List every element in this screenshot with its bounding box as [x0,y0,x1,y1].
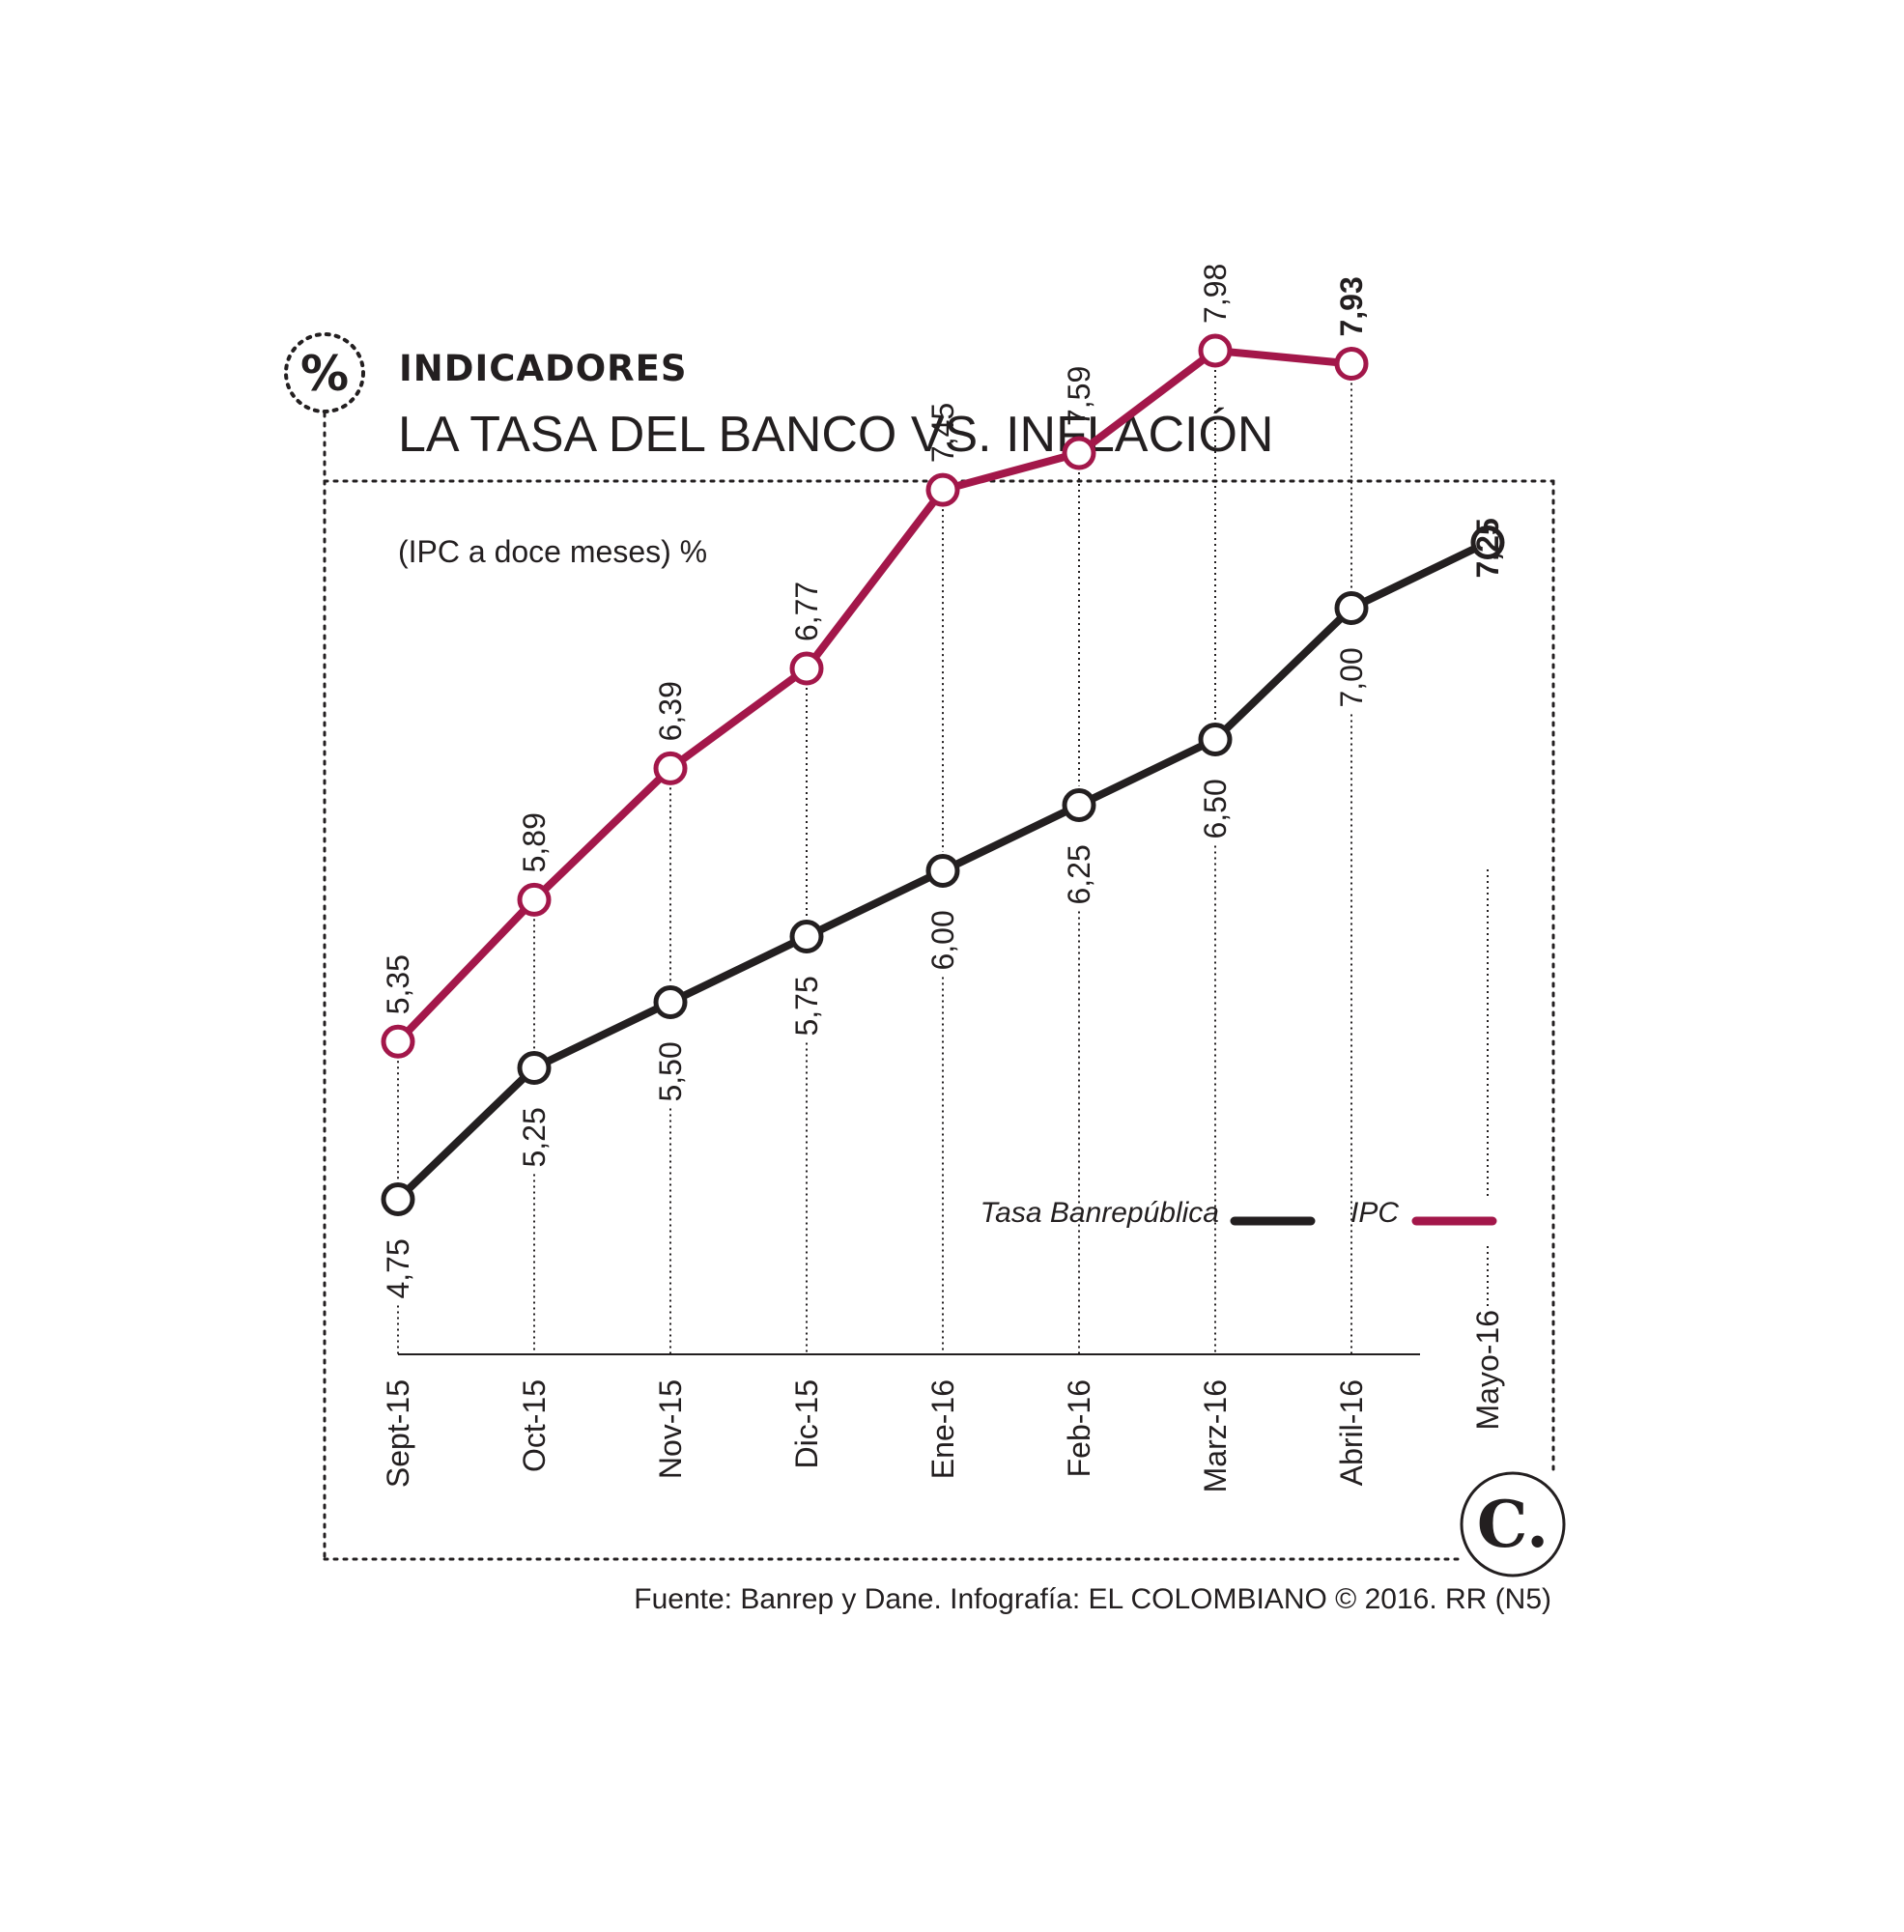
tasa-value-label: 6,25 [1062,844,1096,904]
category-label: Ene-16 [925,1379,960,1479]
svg-text:C.: C. [1477,1487,1549,1562]
tasa-point [1334,591,1369,625]
tasa-value-label: 5,75 [789,976,824,1036]
ipc-series-line [395,346,1352,1045]
category-label: Abril-16 [1334,1379,1369,1486]
ipc-value-label: 6,77 [789,582,824,641]
category-label: Mayo-16 [1470,1310,1505,1431]
tasa-value-label: 5,25 [517,1107,552,1167]
category-label: Dic-15 [789,1379,824,1468]
tasa-point [517,1051,552,1085]
ipc-value-label: 7,98 [1198,264,1233,324]
tasa-value-label: 7,00 [1334,647,1369,707]
ipc-point [517,882,552,917]
tasa-point [653,985,688,1019]
ipc-point [1334,347,1369,382]
tasa-value-label: 6,00 [925,910,960,970]
ipc-value-label: 6,39 [653,681,688,741]
category-label: Nov-15 [653,1379,688,1479]
legend: Tasa Banrepública IPC [980,1197,1497,1229]
tasa-point [381,1182,415,1216]
category-label: Marz-16 [1198,1379,1233,1492]
ipc-point [1198,333,1233,368]
data-labels: 4,75 5,25 5,50 5,75 6,00 6,25 6,50 7,00 7,25 5,35… [381,264,1505,1299]
ipc-point [789,651,824,686]
legend-label-ipc: IPC [1350,1197,1399,1229]
ipc-value-label: 5,89 [517,812,552,872]
el-colombiano-logo-icon: C. [1460,1471,1566,1577]
grid-lines [397,369,1489,1354]
ipc-point [925,472,960,507]
kicker: INDICADORES [399,348,688,389]
tasa-value-label: 6,50 [1198,779,1233,838]
percent-icon: % [284,332,365,413]
category-labels: Sept-15 Oct-15 Nov-15 Dic-15 Ene-16 Feb-16 Mar… [381,1310,1505,1492]
category-label: Oct-15 [517,1379,552,1472]
ipc-point [381,1024,415,1059]
frame [323,479,1555,1561]
source-credit: Fuente: Banrep y Dane. Infografía: EL CO… [634,1583,1551,1615]
legend-label-tasa: Tasa Banrepública [980,1197,1219,1229]
tasa-point [1470,526,1505,559]
category-label: Feb-16 [1062,1379,1096,1477]
tasa-value-label: 4,75 [381,1238,415,1298]
tasa-point [1198,723,1233,756]
ipc-value-label: 5,35 [381,954,415,1014]
tasa-point [1062,788,1096,822]
tasa-point [925,854,960,888]
ipc-value-label: 7,93 [1334,276,1369,336]
y-axis-label: (IPC a doce meses) % [398,534,707,569]
svg-text:%: % [300,346,349,402]
category-label: Sept-15 [381,1379,415,1488]
ipc-point [1062,436,1096,470]
tasa-value-label: 5,50 [653,1041,688,1101]
ipc-value-label: 7,59 [1062,366,1096,426]
ipc-value-label: 7,45 [925,403,960,463]
tasa-value-label: 7,25 [1470,518,1505,578]
data-markers [381,333,1505,1216]
page-title: LA TASA DEL BANCO VS. INFLACIÓN [398,407,1273,463]
ipc-point [653,751,688,785]
tasa-point [789,920,824,953]
